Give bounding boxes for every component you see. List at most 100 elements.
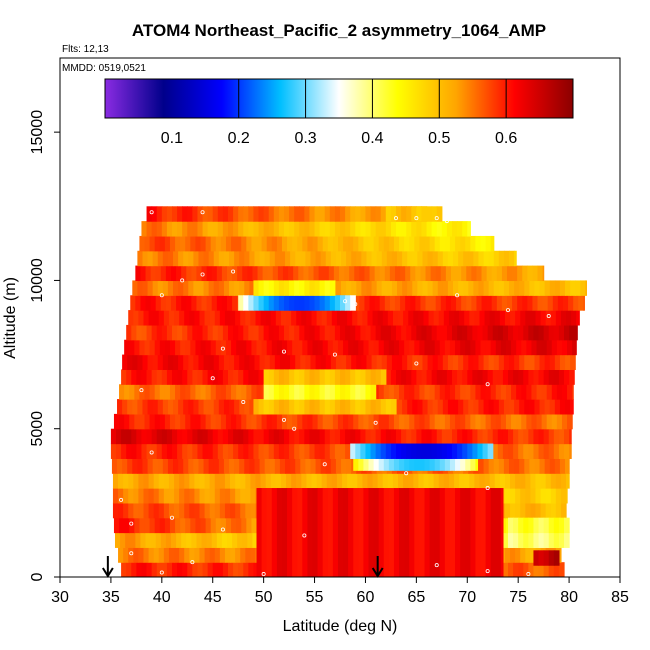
heatmap-cell	[528, 428, 535, 445]
heatmap-cell	[324, 428, 331, 445]
heatmap-cell	[447, 280, 454, 296]
heatmap-cell	[269, 250, 276, 267]
overlay-cell	[441, 443, 448, 459]
heatmap-cell	[175, 235, 181, 252]
heatmap-cell	[319, 443, 326, 459]
heatmap-cell	[335, 280, 342, 296]
heatmap-cell	[141, 324, 148, 341]
heatmap-cell	[172, 443, 178, 459]
heatmap-cell	[212, 369, 219, 385]
overlay-cell	[518, 517, 524, 534]
heatmap-cell	[142, 399, 149, 415]
heatmap-cell	[198, 399, 205, 415]
heatmap-cell	[143, 502, 150, 519]
heatmap-cell	[546, 339, 553, 356]
heatmap-cell	[529, 399, 536, 415]
heatmap-cell	[439, 339, 446, 356]
heatmap-cell	[500, 339, 507, 356]
heatmap-cell	[266, 235, 273, 252]
heatmap-cell	[193, 280, 200, 296]
heatmap-cell	[273, 324, 280, 341]
overlay-cell	[444, 488, 451, 577]
heatmap-cell	[570, 280, 576, 296]
heatmap-cell	[505, 384, 512, 400]
heatmap-cell	[505, 413, 512, 430]
heatmap-cell	[136, 562, 143, 577]
heatmap-cell	[121, 369, 127, 385]
heatmap-cell	[152, 280, 159, 296]
heatmap-cell	[385, 324, 392, 341]
overlay-cell	[319, 369, 326, 385]
overlay-cell	[528, 517, 535, 534]
heatmap-cell	[314, 206, 321, 222]
heatmap-cell	[485, 235, 492, 252]
heatmap-cell	[503, 250, 510, 267]
heatmap-cell	[205, 235, 212, 252]
sample-point	[485, 569, 490, 574]
heatmap-cell	[222, 221, 229, 237]
heatmap-cell	[159, 517, 166, 534]
heatmap-cell	[442, 280, 449, 296]
overlay-cell	[314, 295, 321, 311]
heatmap-cell	[158, 547, 165, 563]
heatmap-cell	[393, 413, 400, 430]
heatmap-cell	[467, 369, 473, 385]
sample-point	[149, 450, 154, 455]
heatmap-cell	[558, 562, 565, 577]
heatmap-cell	[133, 310, 139, 326]
sample-point	[292, 426, 297, 431]
heatmap-cell	[161, 443, 168, 459]
heatmap-cell	[139, 339, 146, 356]
heatmap-cell	[289, 324, 295, 341]
heatmap-cell	[416, 324, 423, 341]
overlay-cell	[289, 280, 295, 296]
overlay-cell	[238, 295, 244, 311]
heatmap-cell	[548, 324, 555, 341]
heatmap-cell	[560, 502, 567, 519]
heatmap-cell	[458, 250, 464, 267]
heatmap-cell	[412, 399, 418, 415]
heatmap-cell	[517, 265, 523, 282]
heatmap-cell	[146, 206, 153, 222]
heatmap-cell	[341, 280, 347, 296]
heatmap-cell	[375, 324, 382, 341]
heatmap-cell	[483, 458, 490, 474]
heatmap-cell	[416, 221, 423, 237]
sample-point	[444, 219, 449, 224]
heatmap-cell	[487, 369, 494, 385]
heatmap-cell	[381, 354, 388, 370]
heatmap-cell	[151, 206, 158, 222]
heatmap-cell	[261, 413, 268, 430]
heatmap-cell	[116, 428, 122, 445]
heatmap-cell	[265, 473, 272, 489]
flights-label: Flts: 12,13	[62, 44, 109, 55]
heatmap-cell	[241, 517, 247, 534]
heatmap-cell	[310, 354, 317, 370]
heatmap-cell	[137, 458, 144, 474]
heatmap-cell	[513, 369, 519, 385]
overlay-cell	[263, 295, 270, 311]
heatmap-cell	[492, 324, 499, 341]
heatmap-cell	[401, 428, 407, 445]
heatmap-cell	[166, 369, 173, 385]
heatmap-cell	[532, 295, 539, 311]
heatmap-cell	[173, 280, 179, 296]
heatmap-cell	[343, 339, 349, 356]
overlay-cell	[304, 399, 311, 415]
overlay-cell	[278, 369, 285, 385]
heatmap-cell	[401, 369, 407, 385]
heatmap-cell	[226, 532, 233, 548]
heatmap-cell	[135, 265, 142, 282]
overlay-cell	[281, 488, 288, 577]
heatmap-cell	[348, 413, 354, 430]
heatmap-cell	[232, 265, 238, 282]
heatmap-cell	[502, 369, 509, 385]
sample-point	[200, 272, 205, 277]
heatmap-cell	[187, 369, 193, 385]
heatmap-cell	[135, 295, 142, 311]
heatmap-cell	[148, 310, 155, 326]
heatmap-cell	[509, 250, 515, 267]
overlay-cell	[324, 384, 331, 400]
heatmap-cell	[195, 235, 202, 252]
heatmap-cell	[397, 354, 403, 370]
